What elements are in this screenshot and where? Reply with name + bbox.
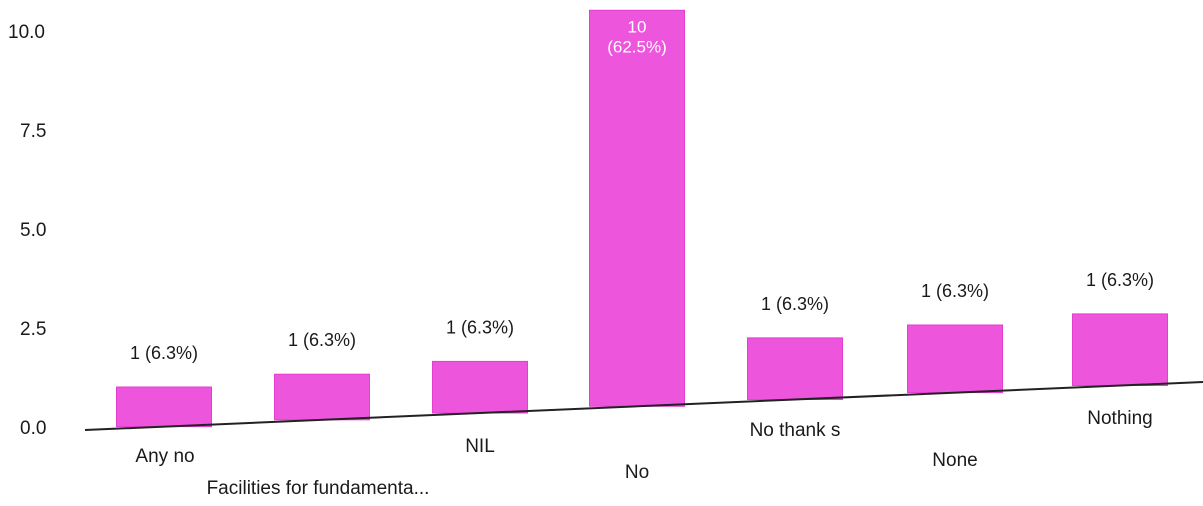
data-label: 1 (6.3%) <box>921 281 989 301</box>
y-tick-label: 7.5 <box>20 121 46 142</box>
bars-group <box>116 9 1168 428</box>
y-tick-label: 0.0 <box>20 418 46 439</box>
data-label: 1 (6.3%) <box>130 343 198 363</box>
data-label: 1 (6.3%) <box>761 294 829 314</box>
bar <box>116 386 212 428</box>
data-label: 1 (6.3%) <box>446 317 514 337</box>
y-tick-label: 2.5 <box>20 319 46 340</box>
data-label: 1 (6.3%) <box>1086 270 1154 290</box>
category-label: No thank s <box>750 420 841 441</box>
category-label: Any no <box>135 446 194 467</box>
x-axis-line <box>84 381 1203 431</box>
data-label: 10 (62.5%) <box>607 17 667 56</box>
category-label: None <box>932 450 977 471</box>
data-label: 1 (6.3%) <box>288 330 356 350</box>
bar <box>274 373 370 421</box>
bar <box>907 324 1003 394</box>
bar <box>747 337 843 400</box>
category-label: No <box>625 462 649 483</box>
category-label: NIL <box>465 436 495 457</box>
data-labels-group: 1 (6.3%) 1 (6.3%) 1 (6.3%) 10 (62.5%) 1 (6.3%… <box>130 17 1154 363</box>
category-labels-group: Any no Facilities for fundamenta... NIL No N… <box>135 408 1152 499</box>
bar <box>589 9 685 407</box>
category-label: Facilities for fundamenta... <box>207 478 430 499</box>
y-axis-ticks: 10.0 7.5 5.0 2.5 0.0 <box>8 22 46 439</box>
bar <box>1072 313 1168 386</box>
y-tick-label: 5.0 <box>20 220 46 241</box>
bar <box>432 360 528 414</box>
category-label: Nothing <box>1087 408 1153 429</box>
y-tick-label: 10.0 <box>8 22 45 43</box>
